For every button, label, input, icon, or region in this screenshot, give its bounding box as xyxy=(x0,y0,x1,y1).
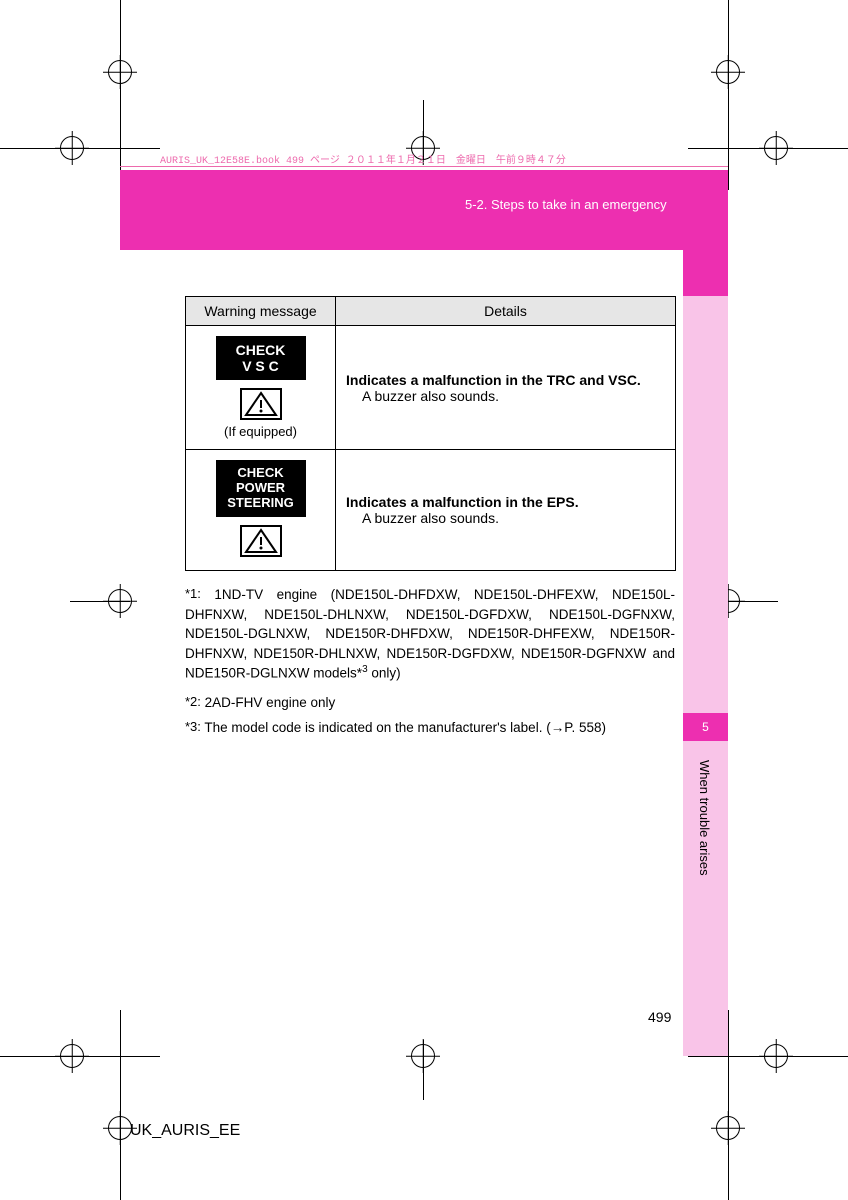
registration-mark xyxy=(108,589,132,613)
footnote-text: 2AD-FHV engine only xyxy=(205,695,336,710)
footnote-text: 1ND-TV engine (NDE150L-DHFDXW, NDE150L-D… xyxy=(185,587,675,681)
footnote-tail: only) xyxy=(368,666,401,681)
registration-mark xyxy=(108,1116,132,1140)
msg-line: CHECK xyxy=(237,465,283,480)
table-header-msg: Warning message xyxy=(186,297,336,326)
detail-sub: A buzzer also sounds. xyxy=(346,388,665,404)
print-header: AURIS_UK_12E58E.book 499 ページ ２０１１年１月２１日 … xyxy=(160,151,566,167)
details-cell: Indicates a malfunction in the EPS. A bu… xyxy=(336,450,676,571)
msg-line: CHECK xyxy=(236,342,286,358)
chapter-tab: 5 xyxy=(683,713,728,741)
detail-bold: Indicates a malfunction in the TRC and V… xyxy=(346,372,665,388)
crop-line xyxy=(120,1010,121,1200)
msg-cell: CHECK POWER STEERING xyxy=(186,450,336,571)
detail-bold: Indicates a malfunction in the EPS. xyxy=(346,494,665,510)
check-vsc-box: CHECK V S C xyxy=(216,336,306,380)
chapter-num: 5 xyxy=(702,720,709,734)
footnote-text: The model code is indicated on the manuf… xyxy=(204,720,606,735)
table-row: CHECK V S C (If equipped) Indicates a ma… xyxy=(186,326,676,450)
footnote-1: *1: 1ND-TV engine (NDE150L-DHFDXW, NDE15… xyxy=(185,585,675,683)
warning-icon xyxy=(240,388,282,420)
footer-text: UK_AURIS_EE xyxy=(130,1122,240,1140)
page-number: 499 xyxy=(648,1009,671,1025)
table-row: CHECK POWER STEERING Indicates a malfunc… xyxy=(186,450,676,571)
msg-line: POWER xyxy=(236,480,285,495)
footnote-2: *2: 2AD-FHV engine only xyxy=(185,693,675,713)
footnote-label: *2: xyxy=(185,694,201,709)
registration-mark xyxy=(764,1044,788,1068)
footnote-3: *3: The model code is indicated on the m… xyxy=(185,718,675,738)
msg-line: STEERING xyxy=(227,495,293,510)
sidebar-pink xyxy=(683,250,728,1056)
table-header-details: Details xyxy=(336,297,676,326)
registration-mark xyxy=(716,1116,740,1140)
registration-mark xyxy=(716,60,740,84)
header-rule xyxy=(120,166,728,167)
msg-cell: CHECK V S C (If equipped) xyxy=(186,326,336,450)
footnote-label: *1: xyxy=(185,586,201,601)
warning-table: Warning message Details CHECK V S C (If … xyxy=(185,296,676,571)
warning-icon xyxy=(240,525,282,557)
if-equipped: (If equipped) xyxy=(224,424,297,439)
check-power-steering-box: CHECK POWER STEERING xyxy=(216,460,306,517)
msg-line: V S C xyxy=(242,358,279,374)
details-cell: Indicates a malfunction in the TRC and V… xyxy=(336,326,676,450)
registration-mark xyxy=(108,60,132,84)
detail-sub: A buzzer also sounds. xyxy=(346,510,665,526)
sidebar-top xyxy=(683,250,728,296)
crop-line xyxy=(120,0,121,190)
registration-mark xyxy=(60,136,84,160)
registration-mark xyxy=(60,1044,84,1068)
registration-mark xyxy=(764,136,788,160)
footnote-label: *3: xyxy=(185,719,201,734)
section-label: 5-2. Steps to take in an emergency xyxy=(465,197,667,212)
registration-mark xyxy=(411,1044,435,1068)
crop-line xyxy=(728,0,729,190)
chapter-title: When trouble arises xyxy=(697,760,712,876)
